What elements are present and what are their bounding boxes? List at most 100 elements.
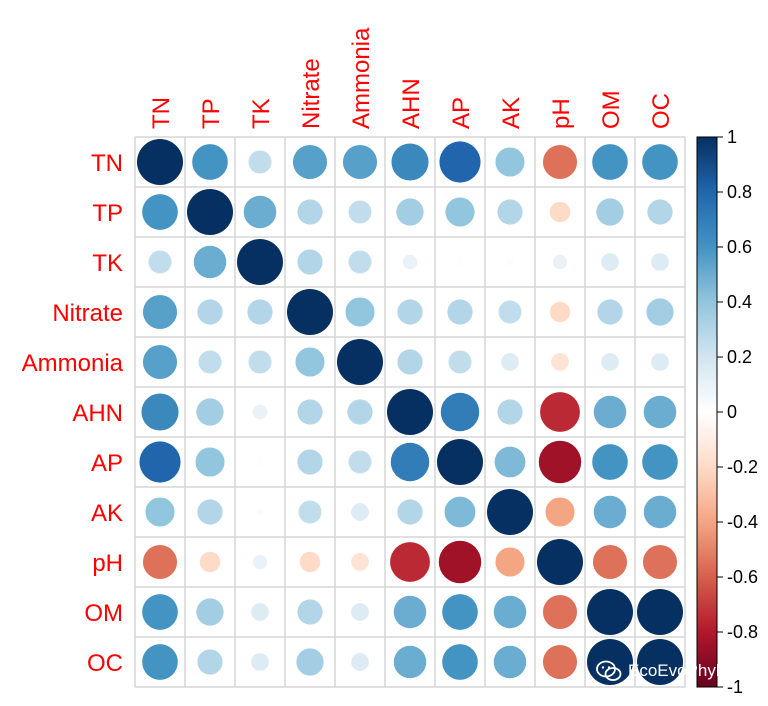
cell-TN-Ammonia: [342, 144, 378, 180]
colorbar-tick-label: -0.4: [727, 512, 758, 532]
cell-OM-AHN: [393, 595, 427, 629]
cell-OM-pH: [542, 594, 578, 630]
cell-TK-TK: [237, 239, 283, 285]
cell-AHN-AP: [440, 392, 480, 432]
row-label-TN: TN: [91, 150, 123, 177]
column-label-pH: pH: [548, 98, 575, 129]
cell-TK-OC: [651, 253, 669, 271]
cell-OM-TK: [251, 603, 269, 621]
colorbar-tick-label: 0.6: [727, 237, 752, 257]
cell-TK-OM: [601, 253, 619, 271]
cell-TK-AP: [456, 258, 464, 266]
cell-pH-TN: [142, 544, 178, 580]
cell-pH-TK: [252, 554, 268, 570]
cell-OC-TN: [142, 644, 178, 680]
cell-Nitrate-OC: [646, 298, 674, 326]
cell-TP-TN: [142, 194, 178, 230]
cell-OC-AK: [493, 645, 527, 679]
cell-OC-OC: [637, 639, 683, 685]
cell-AK-TK: [256, 508, 264, 516]
cell-OM-TP: [196, 598, 224, 626]
cell-AK-AK: [487, 489, 533, 535]
cell-AK-OC: [643, 495, 677, 529]
cell-Nitrate-AHN: [397, 299, 423, 325]
cell-AK-Nitrate: [298, 500, 322, 524]
row-label-AP: AP: [91, 450, 123, 477]
cell-Ammonia-pH: [551, 353, 569, 371]
cell-TP-OM: [596, 198, 624, 226]
colorbar: 1 0.8 0.6 0.4 0.2 0 -0.2 -0.4 -0.6 -0.8 -1: [696, 127, 758, 697]
cell-TP-AK: [497, 199, 523, 225]
column-label-TK: TK: [248, 98, 275, 129]
cell-pH-OM: [592, 544, 628, 580]
cell-AK-AHN: [397, 499, 423, 525]
cell-Nitrate-pH: [549, 301, 571, 323]
row-label-Ammonia: Ammonia: [22, 350, 124, 377]
colorbar-tick-label: 0.8: [727, 182, 752, 202]
colorbar-tick-label: 0.2: [727, 347, 752, 367]
column-label-TP: TP: [198, 98, 225, 129]
cell-OC-pH: [542, 644, 578, 680]
column-label-AK: AK: [498, 97, 525, 129]
cell-AHN-pH: [540, 392, 580, 432]
cell-OC-TK: [251, 653, 269, 671]
cell-Nitrate-AK: [498, 300, 522, 324]
cell-AP-OM: [592, 444, 628, 480]
cell-AK-TP: [197, 499, 223, 525]
cell-Nitrate-TN: [142, 294, 178, 330]
cell-AP-TP: [195, 447, 225, 477]
correlation-circles: [137, 139, 683, 685]
row-label-AHN: AHN: [72, 400, 123, 427]
cell-Ammonia-AK: [501, 353, 519, 371]
row-labels: TN TP TK Nitrate Ammonia AHN AP AK pH OM OC: [22, 150, 124, 677]
cell-AP-OC: [642, 444, 678, 480]
cell-TK-TP: [193, 245, 227, 279]
cell-OC-Nitrate: [296, 648, 324, 676]
cell-AP-TN: [139, 441, 181, 483]
grid: [134, 136, 686, 688]
colorbar-tick-label: -0.8: [727, 622, 758, 642]
column-label-OM: OM: [598, 90, 625, 129]
column-label-OC: OC: [648, 93, 675, 129]
cell-pH-AP: [438, 540, 482, 584]
cell-OC-AP: [442, 644, 478, 680]
row-label-TK: TK: [92, 250, 123, 277]
cell-TK-AHN: [402, 254, 418, 270]
colorbar-ticks: 1 0.8 0.6 0.4 0.2 0 -0.2 -0.4 -0.6 -0.8 -1: [717, 127, 758, 697]
cell-pH-TP: [199, 551, 221, 573]
row-label-Nitrate: Nitrate: [52, 300, 123, 327]
cell-OM-AP: [442, 594, 478, 630]
cell-TN-TN: [137, 139, 183, 185]
cell-Ammonia-AHN: [397, 349, 423, 375]
row-label-OC: OC: [87, 650, 123, 677]
cell-TP-AP: [445, 197, 475, 227]
cell-AHN-TN: [141, 393, 179, 431]
cell-Ammonia-TK: [248, 350, 272, 374]
wechat-icon: [596, 660, 622, 681]
row-label-TP: TP: [92, 200, 123, 227]
cell-TN-AHN: [391, 143, 429, 181]
cell-Nitrate-OM: [597, 299, 623, 325]
cell-AP-Nitrate: [297, 449, 323, 475]
column-label-Ammonia: Ammonia: [348, 27, 375, 129]
colorbar-gradient: [696, 136, 718, 688]
cell-pH-AK: [495, 547, 525, 577]
cell-TN-AP: [439, 141, 481, 183]
cell-Nitrate-Nitrate: [287, 289, 333, 335]
cell-AK-TN: [145, 497, 175, 527]
cell-TK-Ammonia: [348, 250, 372, 274]
cell-TP-TP: [187, 189, 233, 235]
cell-pH-Ammonia: [351, 553, 369, 571]
cell-Ammonia-OM: [601, 353, 619, 371]
cell-OM-Ammonia: [351, 603, 369, 621]
cell-OM-AK: [493, 595, 527, 629]
colorbar-tick-label: -0.2: [727, 457, 758, 477]
cell-OM-OC: [637, 589, 683, 635]
cell-Nitrate-Ammonia: [345, 297, 375, 327]
colorbar-tick-label: 1: [727, 127, 737, 147]
watermark-text: EcoEvoPhylo: [628, 661, 730, 680]
cell-pH-pH: [537, 539, 583, 585]
row-label-AK: AK: [91, 500, 123, 527]
cell-Nitrate-TK: [247, 299, 273, 325]
